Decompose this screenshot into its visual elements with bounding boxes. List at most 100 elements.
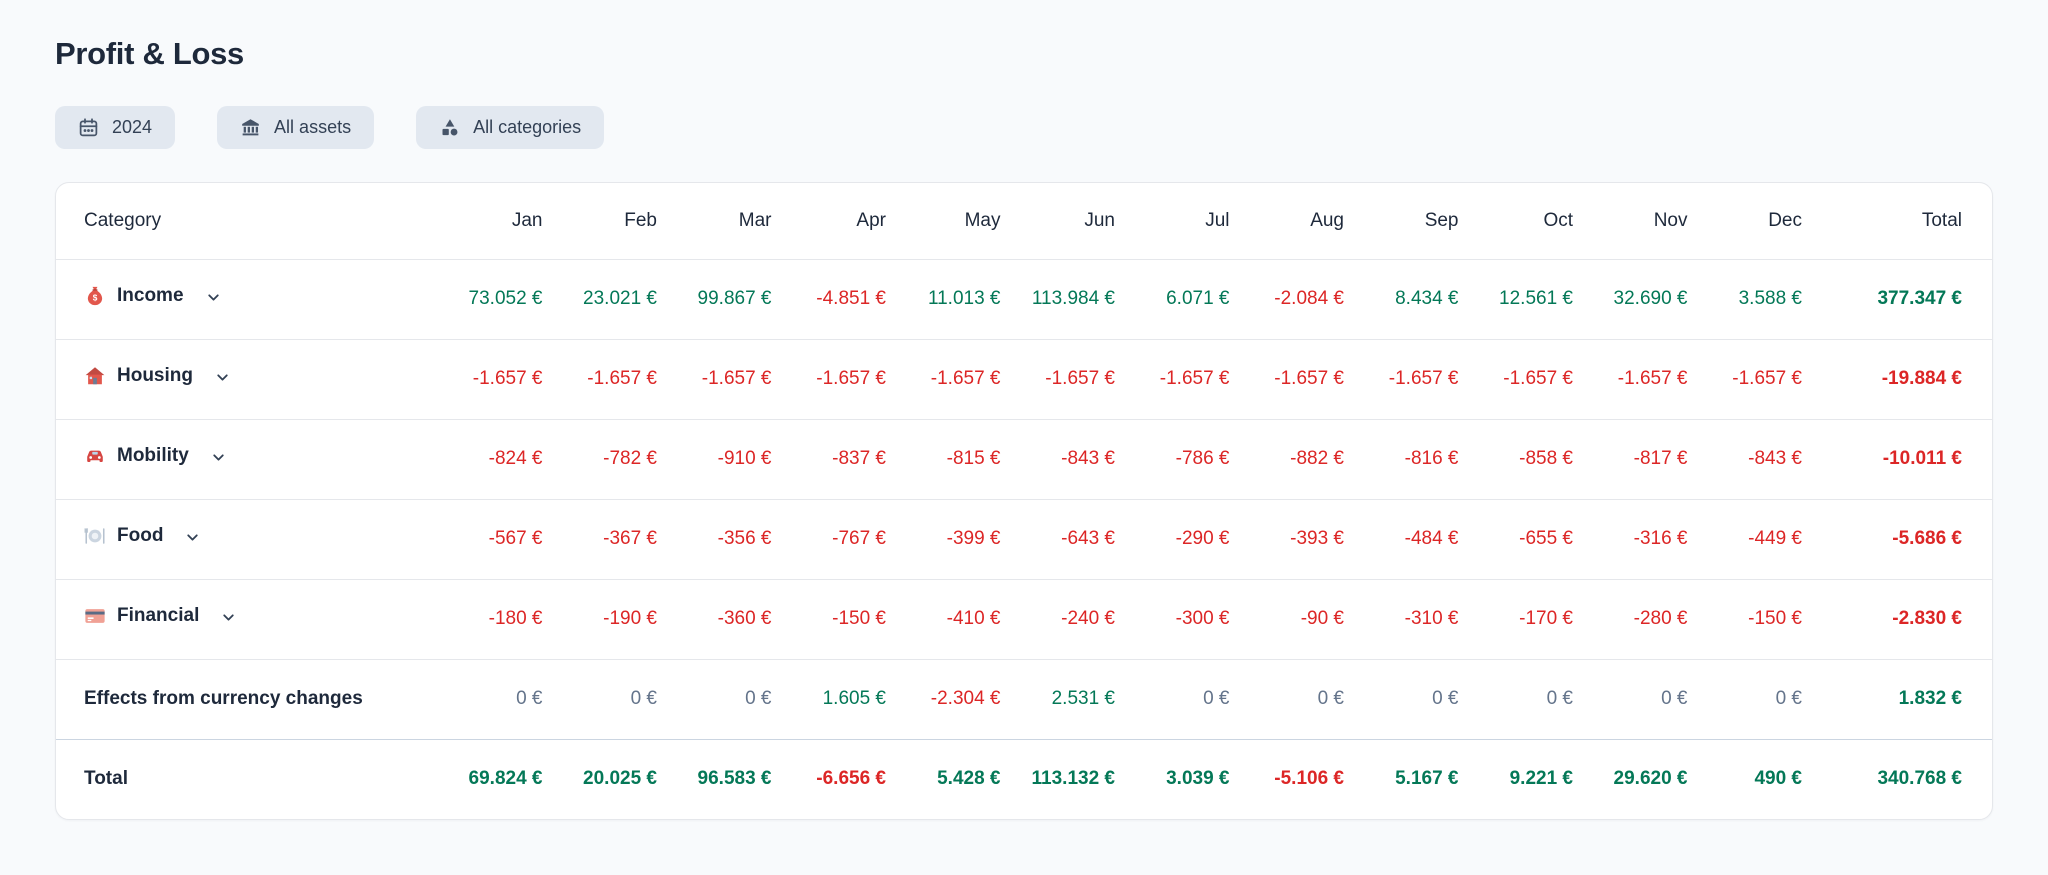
cell-currency-effects-total: 1.832 € xyxy=(1898,688,1962,709)
chevron-down-icon[interactable] xyxy=(184,529,201,546)
cell-financial-jan: -180 € xyxy=(488,608,543,629)
cell-total-mar: 96.583 € xyxy=(697,768,772,790)
category-cell-mobility: Mobility xyxy=(56,419,428,499)
category-toggle-income[interactable]: $ Income xyxy=(84,285,222,307)
category-cell-income: $ Income xyxy=(56,259,428,339)
cell-food-may: -399 € xyxy=(946,528,1001,549)
cell-financial-oct: -170 € xyxy=(1519,608,1573,629)
cell-currency-effects-nov: 0 € xyxy=(1661,688,1688,709)
category-label: Food xyxy=(117,525,164,546)
table-row-food: Food -567 € -367 € -356 € -767 € -399 € -643 €… xyxy=(56,499,1992,579)
assets-filter-label: All assets xyxy=(274,117,352,137)
cell-mobility-jul: -786 € xyxy=(1175,448,1230,469)
cell-financial-apr: -150 € xyxy=(832,608,886,629)
calendar-icon xyxy=(78,117,99,138)
cell-currency-effects-jun: 2.531 € xyxy=(1051,688,1115,709)
chevron-down-icon[interactable] xyxy=(210,449,227,466)
category-label: Financial xyxy=(117,605,200,626)
profit-loss-table: Category Jan Feb Mar Apr May Jun Jul Aug Sep Oct No… xyxy=(56,183,1992,819)
cell-currency-effects-may: -2.304 € xyxy=(930,688,1001,709)
profit-loss-card: Category Jan Feb Mar Apr May Jun Jul Aug Sep Oct No… xyxy=(55,182,1993,820)
shapes-icon xyxy=(439,117,460,138)
column-header-apr: Apr xyxy=(771,183,886,260)
category-label-wrap-currency-effects: Effects from currency changes xyxy=(84,688,363,710)
column-header-total: Total xyxy=(1802,183,1992,260)
year-filter-button[interactable]: 2024 xyxy=(55,106,176,149)
cell-income-oct: 12.561 € xyxy=(1499,288,1573,309)
cell-food-oct: -655 € xyxy=(1519,528,1573,549)
category-label: Effects from currency changes xyxy=(84,688,363,709)
column-header-oct: Oct xyxy=(1458,183,1573,260)
cell-food-jan: -567 € xyxy=(488,528,543,549)
column-header-dec: Dec xyxy=(1687,183,1802,260)
cell-mobility-sep: -816 € xyxy=(1404,448,1459,469)
table-row-housing: Housing -1.657 € -1.657 € -1.657 € -1.657 € -… xyxy=(56,339,1992,419)
table-header-row: Category Jan Feb Mar Apr May Jun Jul Aug Sep Oct No… xyxy=(56,183,1992,260)
cell-currency-effects-feb: 0 € xyxy=(630,688,657,709)
cell-currency-effects-jul: 0 € xyxy=(1203,688,1230,709)
chevron-down-icon[interactable] xyxy=(205,289,222,306)
cell-food-nov: -316 € xyxy=(1633,528,1688,549)
cell-housing-sep: -1.657 € xyxy=(1388,368,1459,389)
cell-financial-mar: -360 € xyxy=(717,608,772,629)
cell-housing-oct: -1.657 € xyxy=(1503,368,1573,389)
cell-financial-aug: -90 € xyxy=(1300,608,1344,629)
cell-income-total: 377.347 € xyxy=(1877,288,1962,309)
cell-income-dec: 3.588 € xyxy=(1738,288,1802,309)
cell-food-jul: -290 € xyxy=(1175,528,1230,549)
cell-housing-may: -1.657 € xyxy=(930,368,1001,389)
year-filter-label: 2024 xyxy=(112,117,153,137)
cell-housing-jun: -1.657 € xyxy=(1045,368,1115,389)
column-header-category: Category xyxy=(56,183,428,260)
cell-housing-total: -19.884 € xyxy=(1881,368,1962,389)
cell-food-sep: -484 € xyxy=(1404,528,1459,549)
categories-filter-button[interactable]: All categories xyxy=(416,106,605,149)
cell-total-may: 5.428 € xyxy=(937,768,1001,790)
money-bag-icon: $ xyxy=(84,285,106,307)
cell-income-may: 11.013 € xyxy=(927,288,1001,309)
cell-food-total: -5.686 € xyxy=(1892,528,1962,549)
cell-income-jan: 73.052 € xyxy=(468,288,543,309)
category-toggle-housing[interactable]: Housing xyxy=(84,365,231,387)
house-icon xyxy=(84,365,106,387)
table-row-mobility: Mobility -824 € -782 € -910 € -837 € -815 € -8… xyxy=(56,419,1992,499)
cell-mobility-oct: -858 € xyxy=(1519,448,1573,469)
column-header-sep: Sep xyxy=(1344,183,1459,260)
cell-currency-effects-mar: 0 € xyxy=(745,688,772,709)
cell-total-feb: 20.025 € xyxy=(583,768,657,790)
cell-housing-apr: -1.657 € xyxy=(816,368,886,389)
table-row-financial: Financial -180 € -190 € -360 € -150 € -410 € -… xyxy=(56,579,1992,659)
cell-food-jun: -643 € xyxy=(1061,528,1115,549)
cell-total-jul: 3.039 € xyxy=(1166,768,1230,790)
cell-housing-nov: -1.657 € xyxy=(1617,368,1688,389)
cell-mobility-feb: -782 € xyxy=(603,448,657,469)
filter-bar: 2024 All assets All categories xyxy=(55,106,1993,149)
chevron-down-icon[interactable] xyxy=(214,369,231,386)
assets-filter-button[interactable]: All assets xyxy=(217,106,375,149)
category-cell-total: Total xyxy=(56,739,428,819)
table-row-total: Total 69.824 € 20.025 € 96.583 € -6.656 € 5.4… xyxy=(56,739,1992,819)
cell-mobility-total: -10.011 € xyxy=(1882,448,1962,469)
cell-total-total: 340.768 € xyxy=(1877,768,1962,790)
cell-income-sep: 8.434 € xyxy=(1395,288,1459,309)
category-toggle-financial[interactable]: Financial xyxy=(84,605,237,627)
cell-financial-feb: -190 € xyxy=(603,608,657,629)
category-cell-financial: Financial xyxy=(56,579,428,659)
cell-mobility-nov: -817 € xyxy=(1633,448,1688,469)
cell-total-nov: 29.620 € xyxy=(1613,768,1688,790)
category-toggle-mobility[interactable]: Mobility xyxy=(84,445,227,467)
cell-financial-jun: -240 € xyxy=(1061,608,1115,629)
column-header-mar: Mar xyxy=(657,183,772,260)
car-icon xyxy=(84,445,106,467)
page-container: Profit & Loss 2024 All assets All catego… xyxy=(55,36,1993,820)
column-header-may: May xyxy=(886,183,1001,260)
cell-total-jun: 113.132 € xyxy=(1031,768,1115,790)
cell-financial-jul: -300 € xyxy=(1175,608,1230,629)
category-label: Housing xyxy=(117,365,193,386)
cell-currency-effects-apr: 1.605 € xyxy=(822,688,886,709)
category-toggle-food[interactable]: Food xyxy=(84,525,201,547)
chevron-down-icon[interactable] xyxy=(220,609,237,626)
cell-housing-dec: -1.657 € xyxy=(1732,368,1802,389)
cell-housing-jul: -1.657 € xyxy=(1159,368,1230,389)
cell-income-aug: -2.084 € xyxy=(1274,288,1344,309)
